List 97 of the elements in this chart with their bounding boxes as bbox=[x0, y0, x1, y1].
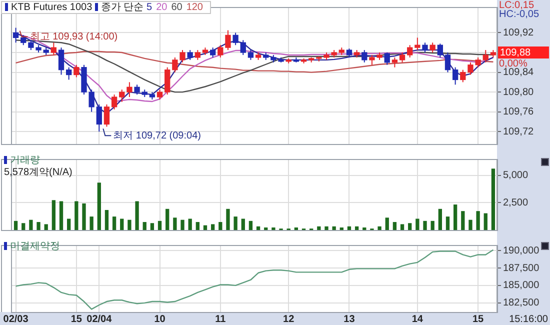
legend-label: KTB Futures 1003 bbox=[11, 2, 94, 13]
text: 15:16:00 bbox=[509, 314, 548, 325]
x-tick-label: 15 bbox=[472, 314, 484, 325]
bar bbox=[67, 218, 71, 230]
x-tick-label: 12 bbox=[283, 314, 295, 325]
bar bbox=[188, 218, 192, 230]
bar bbox=[218, 222, 222, 230]
x-tick-label: 15 bbox=[70, 314, 82, 325]
bar bbox=[241, 218, 245, 230]
bar bbox=[90, 216, 94, 230]
bar bbox=[142, 222, 146, 230]
text: 5 bbox=[146, 2, 152, 13]
y-tick-label: 2,500 bbox=[503, 197, 528, 208]
bar bbox=[112, 216, 116, 230]
text: 60 bbox=[171, 2, 182, 13]
x-tick-label: 10 bbox=[154, 314, 166, 325]
text: 20 bbox=[156, 2, 168, 13]
bar bbox=[158, 220, 162, 230]
x-tick-label: 14 bbox=[412, 314, 424, 325]
bar bbox=[400, 224, 404, 230]
y-tick-label: 190,000 bbox=[503, 245, 540, 256]
chart-title: 미결제약정 bbox=[10, 241, 60, 252]
bar bbox=[234, 216, 238, 230]
bar bbox=[120, 218, 124, 230]
bar bbox=[453, 204, 458, 230]
x-tick-label: 11 bbox=[215, 314, 226, 325]
text: 120 bbox=[186, 2, 203, 13]
y-tick-label: 109,92 bbox=[503, 27, 534, 38]
bar bbox=[438, 208, 442, 230]
bar bbox=[324, 226, 328, 230]
bar bbox=[203, 225, 208, 230]
y-tick-label: 185,000 bbox=[503, 280, 540, 292]
bar bbox=[82, 203, 86, 230]
bar bbox=[272, 227, 276, 230]
annotation: 최저 109,72 (09:04) bbox=[113, 130, 201, 142]
y-tick-label: 109,76 bbox=[503, 106, 534, 118]
bar bbox=[210, 224, 215, 230]
bar bbox=[476, 211, 480, 230]
bar bbox=[392, 222, 397, 230]
chart-title: 거래량 bbox=[10, 155, 40, 166]
x-tick-label: 13 bbox=[344, 314, 356, 325]
y-tick-label: 109,72 bbox=[503, 126, 534, 138]
bar bbox=[347, 226, 352, 230]
bar bbox=[423, 220, 427, 230]
bar bbox=[385, 218, 389, 230]
bar bbox=[461, 211, 465, 230]
bar bbox=[196, 222, 200, 230]
bar bbox=[264, 227, 268, 230]
bar bbox=[256, 226, 260, 230]
bar bbox=[59, 201, 64, 230]
y-tick-label: 109,80 bbox=[503, 86, 534, 98]
bar bbox=[173, 218, 177, 230]
bar bbox=[36, 222, 40, 230]
bar bbox=[22, 223, 26, 230]
y-tick-label: 109,84 bbox=[503, 67, 534, 78]
bar bbox=[468, 220, 472, 230]
annotation: 5,578계약(N/A) bbox=[4, 167, 72, 178]
bar bbox=[416, 218, 420, 230]
bar bbox=[128, 220, 132, 230]
bar bbox=[180, 220, 184, 230]
bar bbox=[44, 224, 48, 230]
bar bbox=[226, 208, 230, 230]
legend-title: 종가 단순 bbox=[100, 2, 145, 13]
bar bbox=[354, 226, 359, 230]
y-tick-label: 182,500 bbox=[503, 298, 540, 309]
annotation: 최고 109,93 (14:00) bbox=[30, 32, 118, 43]
bar bbox=[362, 227, 366, 230]
bar bbox=[135, 201, 139, 230]
bar bbox=[408, 223, 412, 230]
bar bbox=[294, 227, 298, 230]
bar bbox=[317, 226, 321, 230]
x-tick-label: 02/04 bbox=[86, 314, 112, 325]
candlestick bbox=[316, 56, 322, 62]
bar bbox=[484, 213, 488, 230]
bar bbox=[378, 226, 382, 230]
bar bbox=[74, 201, 78, 230]
text: 0,00% bbox=[499, 58, 528, 70]
bar bbox=[446, 216, 450, 230]
bar bbox=[166, 208, 170, 230]
bar bbox=[430, 220, 434, 230]
text: LC:0,15 bbox=[499, 0, 534, 11]
bar bbox=[52, 200, 56, 230]
bar bbox=[340, 227, 344, 230]
bar bbox=[332, 226, 336, 230]
bar bbox=[104, 210, 109, 230]
bar bbox=[491, 168, 496, 230]
bar bbox=[97, 182, 101, 230]
bar bbox=[248, 220, 253, 230]
text: 109,88 bbox=[500, 47, 532, 58]
text: HC:-0,05 bbox=[499, 8, 540, 20]
x-tick-label: 02/03 bbox=[3, 314, 29, 325]
bar bbox=[29, 220, 33, 230]
bar bbox=[14, 220, 18, 230]
bar bbox=[150, 223, 154, 230]
y-tick-label: 187,500 bbox=[503, 262, 540, 274]
candlestick bbox=[308, 57, 314, 62]
y-tick-label: 5,000 bbox=[503, 170, 528, 182]
